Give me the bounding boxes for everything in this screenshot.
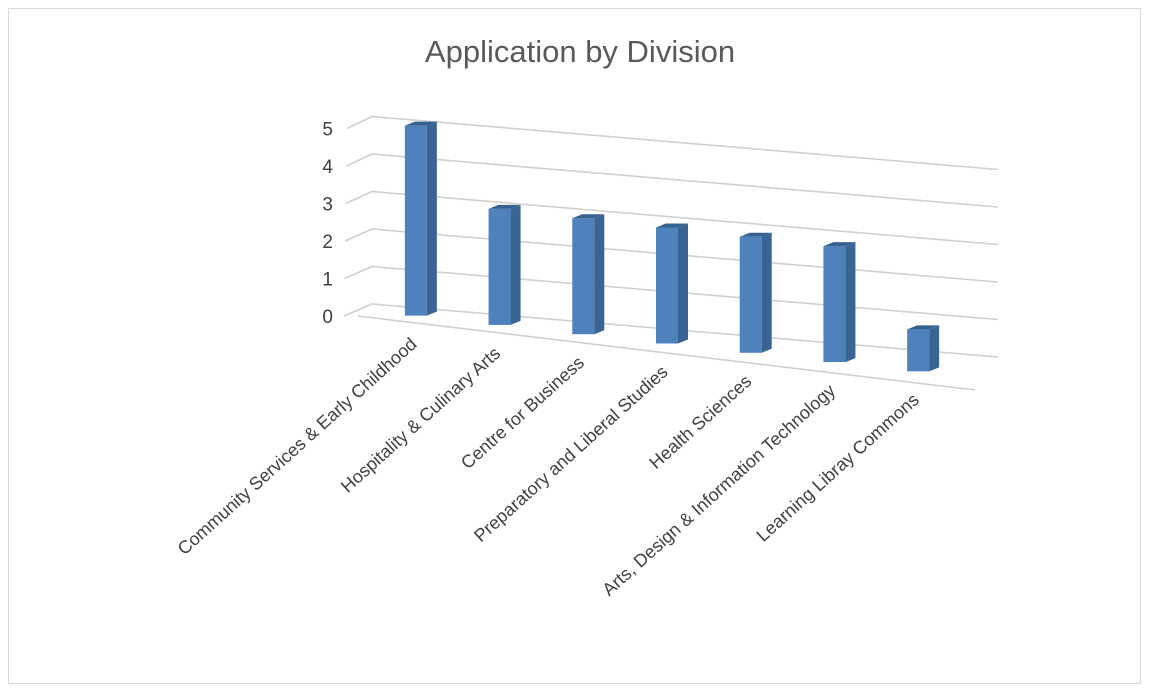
bar-top xyxy=(739,232,772,237)
bar xyxy=(739,236,762,353)
bar-side xyxy=(761,232,772,353)
x-tick-label: Hospitality & Culinary Arts xyxy=(337,343,504,496)
chart-area xyxy=(8,8,1141,684)
bar xyxy=(488,208,511,325)
bar xyxy=(907,329,930,372)
bar-side xyxy=(426,121,437,316)
y-tick-label: 5 xyxy=(322,120,333,141)
y-tick-label: 2 xyxy=(322,232,333,253)
gridline xyxy=(346,153,999,208)
bar xyxy=(572,218,595,335)
bar-top xyxy=(823,242,856,247)
gridline xyxy=(346,115,999,171)
bar-top xyxy=(907,325,940,330)
y-tick-label: 3 xyxy=(322,195,333,216)
floor-edge xyxy=(357,315,976,391)
gridline xyxy=(344,265,999,321)
bar xyxy=(656,227,678,344)
bar xyxy=(404,125,427,316)
gridline xyxy=(343,303,999,358)
bar-side xyxy=(929,325,940,372)
y-tick-label: 0 xyxy=(322,307,333,328)
bar-side xyxy=(845,242,856,363)
gridline xyxy=(345,190,999,246)
bar-side xyxy=(594,214,605,335)
x-tick-label: Learning Libray Commons xyxy=(753,389,923,545)
bar-top xyxy=(572,214,605,219)
bar xyxy=(823,246,846,363)
bar-top xyxy=(404,121,437,126)
y-tick-label: 4 xyxy=(322,157,333,178)
y-tick-label: 1 xyxy=(322,270,333,291)
bar-side xyxy=(678,223,688,344)
gridline xyxy=(344,228,999,283)
x-tick-label: Preparatory and Liberal Studies xyxy=(470,362,672,546)
chart-title: Application by Division xyxy=(424,34,736,69)
bar-top xyxy=(656,223,688,228)
bar-side xyxy=(510,204,521,325)
bar-top xyxy=(488,204,521,209)
